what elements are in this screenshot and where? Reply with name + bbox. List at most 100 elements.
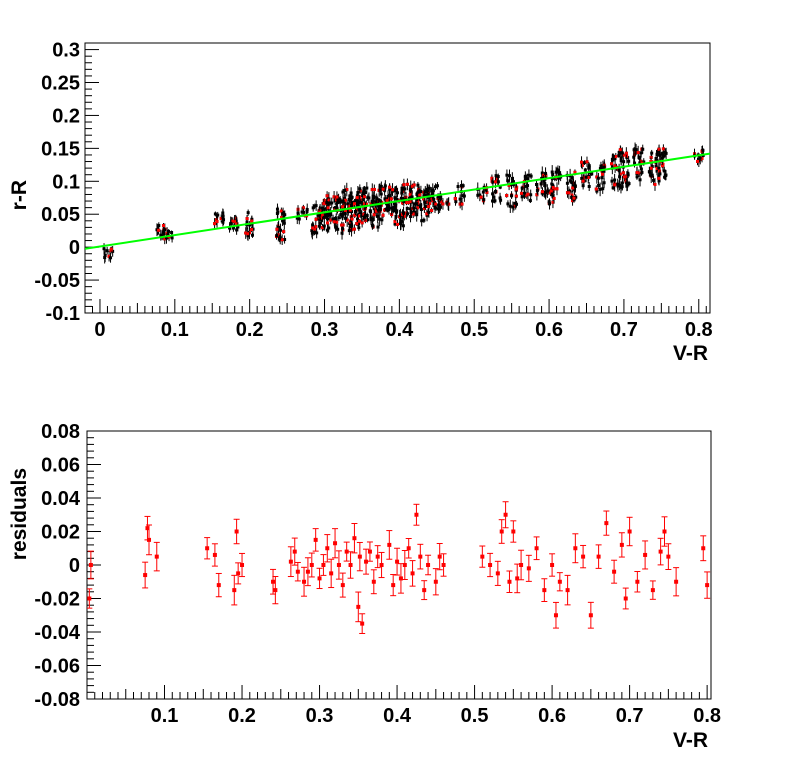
residual-point-group bbox=[549, 553, 556, 577]
y-tick-label: 0 bbox=[69, 555, 80, 577]
data-point bbox=[229, 221, 233, 225]
data-point bbox=[498, 196, 502, 200]
data-point bbox=[570, 195, 574, 199]
data-point bbox=[161, 230, 165, 234]
x-tick-label: 0.2 bbox=[228, 705, 256, 727]
data-point-highlight bbox=[214, 218, 218, 222]
data-point bbox=[640, 170, 644, 174]
data-point bbox=[627, 182, 631, 186]
data-point bbox=[361, 202, 365, 206]
residual-point-group bbox=[374, 545, 381, 569]
data-point bbox=[340, 231, 344, 235]
data-point bbox=[325, 214, 329, 218]
data-point bbox=[481, 190, 485, 194]
data-point bbox=[633, 161, 637, 165]
data-cluster bbox=[228, 214, 240, 235]
residual-point-group bbox=[335, 550, 342, 580]
residual-point bbox=[581, 554, 586, 559]
data-point bbox=[170, 231, 174, 235]
data-point bbox=[652, 178, 656, 182]
residual-point-group bbox=[405, 537, 412, 559]
data-point bbox=[336, 227, 340, 231]
data-point-highlight bbox=[412, 183, 416, 187]
residual-point bbox=[240, 563, 245, 567]
residual-point bbox=[627, 529, 632, 534]
bottom-chart: -0.08 -0.06 -0.04 -0.02 0 0.02 0.04 0.06 0.08 0.1… bbox=[8, 421, 721, 752]
data-point bbox=[540, 171, 544, 175]
data-point-highlight bbox=[649, 159, 653, 163]
x-tick-label: 0.3 bbox=[311, 319, 339, 341]
residual-point bbox=[422, 588, 427, 593]
data-point bbox=[393, 196, 397, 200]
x-tick-label: 0.8 bbox=[693, 705, 721, 727]
data-point bbox=[528, 199, 532, 203]
residual-point-group bbox=[204, 537, 211, 560]
data-point bbox=[366, 196, 370, 200]
y-tick-label: -0.06 bbox=[34, 656, 80, 678]
residual-point-group bbox=[366, 541, 373, 562]
y-tick-label: 0.05 bbox=[41, 204, 80, 226]
data-point-highlight bbox=[613, 183, 617, 187]
residual-point bbox=[333, 541, 338, 546]
data-point bbox=[322, 224, 326, 228]
data-point-highlight bbox=[233, 220, 237, 224]
data-point-highlight bbox=[479, 195, 483, 199]
data-point-highlight bbox=[356, 214, 360, 218]
data-point bbox=[423, 201, 427, 205]
data-point bbox=[362, 188, 366, 192]
data-point bbox=[350, 210, 354, 214]
residual-point-group bbox=[572, 533, 579, 564]
data-point bbox=[535, 188, 539, 192]
data-point bbox=[427, 210, 431, 214]
residual-point bbox=[336, 563, 341, 567]
data-point bbox=[372, 196, 376, 200]
residual-point-group bbox=[142, 561, 149, 589]
data-point bbox=[701, 148, 705, 152]
data-point bbox=[383, 184, 387, 188]
data-point bbox=[328, 201, 332, 205]
data-point bbox=[311, 223, 315, 227]
residual-point bbox=[519, 563, 524, 567]
data-point bbox=[336, 197, 340, 201]
data-point-highlight bbox=[276, 233, 280, 237]
data-point bbox=[406, 212, 410, 216]
residual-point-group bbox=[324, 534, 331, 563]
data-point-highlight bbox=[219, 216, 223, 220]
data-point bbox=[379, 184, 383, 188]
data-point-highlight bbox=[364, 202, 368, 206]
data-point-highlight bbox=[163, 237, 167, 241]
residual-point-group bbox=[618, 532, 625, 558]
data-cluster bbox=[453, 180, 466, 211]
data-point bbox=[573, 184, 577, 188]
data-point bbox=[399, 196, 403, 200]
data-point bbox=[305, 209, 309, 213]
residual-point-group bbox=[370, 569, 377, 595]
x-tick-label: 0.6 bbox=[538, 705, 566, 727]
data-point bbox=[386, 195, 390, 199]
x-tick-label: 0.4 bbox=[383, 705, 412, 727]
data-point bbox=[349, 219, 353, 223]
data-point bbox=[597, 183, 601, 187]
data-point bbox=[602, 181, 606, 185]
data-point bbox=[380, 218, 384, 222]
data-point bbox=[622, 160, 626, 164]
data-point bbox=[496, 180, 500, 184]
x-tick-label: 0.5 bbox=[461, 705, 489, 727]
data-point bbox=[357, 226, 361, 230]
residual-point bbox=[340, 583, 345, 588]
data-point bbox=[311, 206, 315, 210]
data-point bbox=[618, 183, 622, 187]
residual-point bbox=[488, 563, 493, 567]
residual-point-group bbox=[316, 567, 323, 590]
data-point bbox=[423, 190, 427, 194]
data-point bbox=[436, 195, 440, 199]
data-point bbox=[331, 217, 335, 221]
data-point bbox=[334, 216, 338, 220]
x-tick-label: 0.3 bbox=[306, 705, 334, 727]
data-point bbox=[392, 209, 396, 213]
data-cluster bbox=[274, 203, 287, 246]
data-point bbox=[384, 207, 388, 211]
data-point-highlight bbox=[526, 192, 530, 196]
data-point bbox=[660, 152, 664, 156]
data-point-highlight bbox=[235, 222, 239, 226]
